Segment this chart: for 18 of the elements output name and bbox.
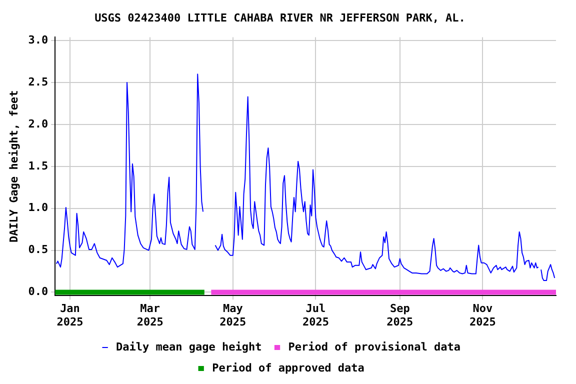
x-tick-label: Sep 2025 <box>386 302 414 328</box>
legend-label: Period of provisional data <box>288 340 460 354</box>
chart-title: USGS 02423400 LITTLE CAHABA RIVER NR JEFFERSON PARK, AL. <box>94 11 466 24</box>
y-tick-label: 1.5 <box>28 159 48 172</box>
legend-label: Period of approved data <box>212 361 364 374</box>
x-tick-label: May 2025 <box>220 302 246 328</box>
y-tick-label: 2.0 <box>28 117 48 130</box>
y-tick-label: 2.5 <box>28 75 48 88</box>
legend-label: Daily mean gage height <box>116 340 262 354</box>
y-tick-label: 3.0 <box>28 33 48 46</box>
x-tick-label: Jan 2025 <box>56 302 84 328</box>
x-tick-label: Nov 2025 <box>469 302 496 328</box>
y-tick-label: 0.5 <box>28 243 48 256</box>
x-tick-label: Jul 2025 <box>302 302 329 328</box>
y-tick-label: 0.0 <box>28 285 48 298</box>
y-axis-title: DAILY Gage height, feet <box>7 90 20 243</box>
x-tick-label: Mar 2025 <box>136 302 164 328</box>
y-tick-label: 1.0 <box>28 201 48 214</box>
